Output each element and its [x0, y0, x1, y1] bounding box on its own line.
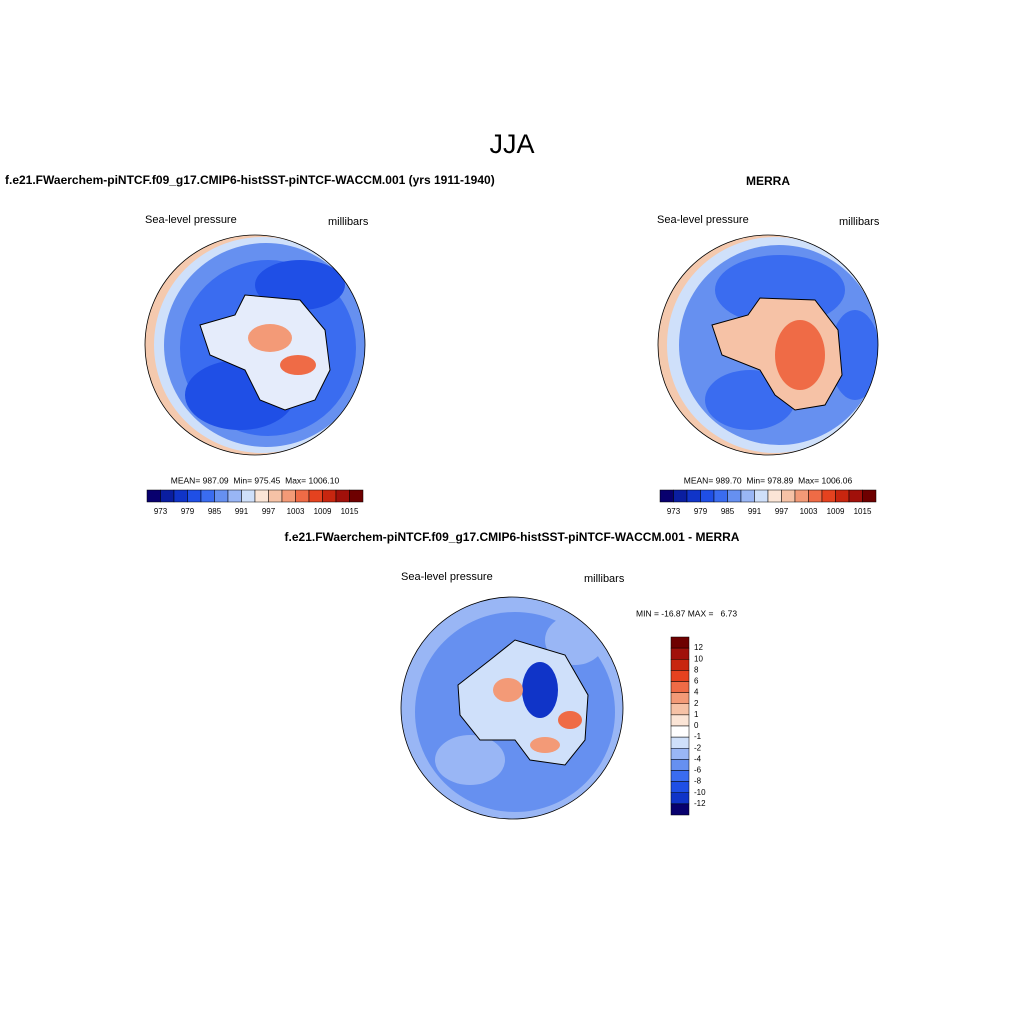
colorbar-label: 991: [235, 507, 249, 516]
panel-title: f.e21.FWaerchem-piNTCF.f09_g17.CMIP6-his…: [5, 173, 495, 187]
colorbar-label: 973: [667, 507, 681, 516]
map: [401, 597, 623, 819]
colorbar-label: -1: [694, 732, 702, 741]
colorbar-label: -12: [694, 799, 706, 808]
colorbar-box: [308, 489, 323, 503]
colorbar-box: [670, 659, 690, 671]
colorbar-box: [670, 759, 690, 771]
colorbar-box: [808, 489, 823, 503]
units-label: millibars: [839, 216, 880, 228]
colorbar-box: [670, 681, 690, 693]
stats: MIN = -16.87 MAX = 6.73: [636, 608, 737, 618]
colorbar-box: [670, 803, 690, 816]
colorbar-label: 979: [181, 507, 195, 516]
colorbar-label: 1009: [314, 507, 332, 516]
colorbar-box: [322, 489, 337, 503]
colorbar-box: [281, 489, 296, 503]
variable-label: Sea-level pressure: [657, 214, 749, 226]
colorbar-label: 10: [694, 654, 703, 663]
colorbar-box: [335, 489, 350, 503]
colorbar-label: 997: [262, 507, 276, 516]
colorbar-box: [173, 489, 188, 503]
colorbar-box: [670, 692, 690, 704]
colorbar-box: [659, 489, 674, 503]
colorbar-label: -2: [694, 743, 702, 752]
colorbar-label: -10: [694, 788, 706, 797]
colorbar-label: 1015: [341, 507, 359, 516]
map: [658, 235, 878, 455]
variable-label: Sea-level pressure: [145, 214, 237, 226]
colorbar-box: [670, 703, 690, 716]
colorbar-label: -8: [694, 777, 702, 786]
colorbar-box: [781, 489, 796, 503]
colorbar-box: [686, 489, 701, 503]
colorbar-label: 997: [775, 507, 789, 516]
colorbar-label: -4: [694, 754, 702, 763]
colorbar-box: [254, 489, 269, 503]
colorbar-box: [268, 489, 283, 503]
colorbar-label: 0: [694, 721, 699, 730]
figure-title: JJA: [489, 129, 534, 159]
colorbar-box: [670, 714, 690, 727]
colorbar-label: 979: [694, 507, 708, 516]
colorbar-box: [200, 489, 215, 503]
colorbar-label: 973: [154, 507, 168, 516]
colorbar-box: [187, 489, 202, 503]
colorbar-label: 985: [721, 507, 735, 516]
stats: MEAN= 989.70 Min= 978.89 Max= 1006.06: [684, 475, 853, 485]
variable-label: Sea-level pressure: [401, 571, 493, 583]
colorbar-box: [727, 489, 742, 503]
colorbar-box: [740, 489, 755, 503]
colorbar-label: 991: [748, 507, 762, 516]
colorbar-box: [241, 489, 256, 503]
colorbar-label: 2: [694, 699, 699, 708]
colorbar-box: [160, 489, 175, 503]
colorbar-box: [821, 489, 836, 503]
map-border: [400, 596, 624, 820]
colorbar-label: 12: [694, 643, 703, 652]
colorbar-box: [670, 748, 690, 760]
colorbar-box: [713, 489, 728, 503]
colorbar-box: [670, 792, 690, 805]
map-border: [657, 234, 879, 456]
units-label: millibars: [584, 573, 625, 585]
colorbar-box: [673, 489, 688, 503]
colorbar-label: 1003: [287, 507, 305, 516]
colorbar-label: 1009: [827, 507, 845, 516]
colorbar-box: [670, 636, 690, 649]
colorbar-box: [227, 489, 242, 503]
colorbar-label: 4: [694, 688, 699, 697]
colorbar-box: [670, 770, 690, 782]
colorbar-label: 8: [694, 665, 699, 674]
colorbar-box: [794, 489, 809, 503]
colorbar-label: 6: [694, 677, 699, 686]
colorbar-label: 1003: [800, 507, 818, 516]
colorbar-box: [767, 489, 782, 503]
colorbar-box: [214, 489, 229, 503]
colorbar-box: [349, 489, 364, 503]
colorbar-box: [670, 725, 690, 738]
colorbar-box: [670, 670, 690, 682]
colorbar-box: [700, 489, 715, 503]
colorbar-box: [670, 781, 690, 793]
colorbar-box: [295, 489, 310, 503]
colorbar-label: 1015: [854, 507, 872, 516]
map: [145, 235, 365, 455]
colorbar-label: 985: [208, 507, 222, 516]
colorbar-label: 1: [694, 710, 699, 719]
colorbar-box: [146, 489, 161, 503]
units-label: millibars: [328, 216, 369, 228]
map-border: [144, 234, 366, 456]
colorbar-box: [670, 736, 690, 749]
colorbar-label: -6: [694, 766, 702, 775]
panel-title: MERRA: [746, 174, 790, 188]
panel-title: f.e21.FWaerchem-piNTCF.f09_g17.CMIP6-his…: [285, 530, 740, 544]
stats: MEAN= 987.09 Min= 975.45 Max= 1006.10: [171, 475, 340, 485]
colorbar-box: [848, 489, 863, 503]
colorbar-box: [670, 647, 690, 660]
colorbar-box: [862, 489, 877, 503]
colorbar-box: [835, 489, 850, 503]
colorbar-box: [754, 489, 769, 503]
